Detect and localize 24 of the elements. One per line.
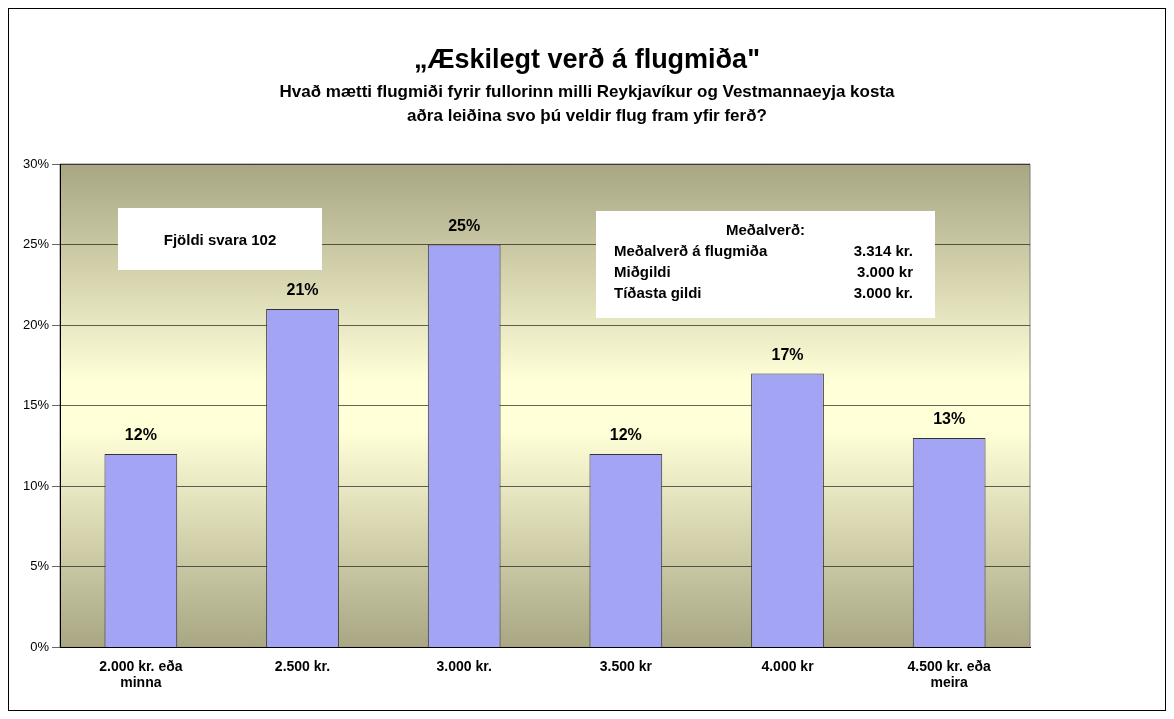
x-tick-label: 3.500 kr xyxy=(599,657,653,674)
x-tick-label: 4.000 kr xyxy=(761,657,815,674)
y-tick-label: 20% xyxy=(22,316,50,332)
data-label: 12% xyxy=(609,426,642,444)
y-tick-label: 15% xyxy=(22,397,50,413)
text-box: Fjöldi svara 102 xyxy=(118,208,322,270)
data-label: 12% xyxy=(124,426,157,444)
x-tick-label: 4.500 kr. eða meira xyxy=(907,657,992,691)
chart-title: „Æskilegt verð á flugmiða" xyxy=(413,44,761,75)
data-label: 25% xyxy=(448,216,481,234)
x-tick-label: 3.000 kr. xyxy=(436,657,492,674)
x-tick-label: 2.500 kr. xyxy=(274,657,331,674)
data-label: 17% xyxy=(771,345,804,363)
x-tick-label: 2.000 kr. eða minna xyxy=(99,657,183,691)
annotation: Meðalverð: xyxy=(724,220,807,240)
data-label: 13% xyxy=(933,410,966,428)
y-tick-label: 5% xyxy=(30,558,50,574)
info-box: Meðalverð: Meðalverð á flugmiða 3.314 kr. Miðgildi 3.000 kr Tíðasta gildi 3.000 kr. xyxy=(596,211,935,318)
y-tick-label: 25% xyxy=(22,236,50,252)
y-tick-label: 0% xyxy=(30,638,50,654)
data-label: 21% xyxy=(286,281,319,299)
y-tick-label: 10% xyxy=(22,477,50,493)
chart-subtitle: Hvað mætti flugmiði fyrir fullorinn milli Reykjavíkur og Vestmannaeyja kosta aðra leiðina svo þú veldir flug fram yfir ferð? xyxy=(278,81,896,127)
y-tick-label: 30% xyxy=(22,155,50,171)
